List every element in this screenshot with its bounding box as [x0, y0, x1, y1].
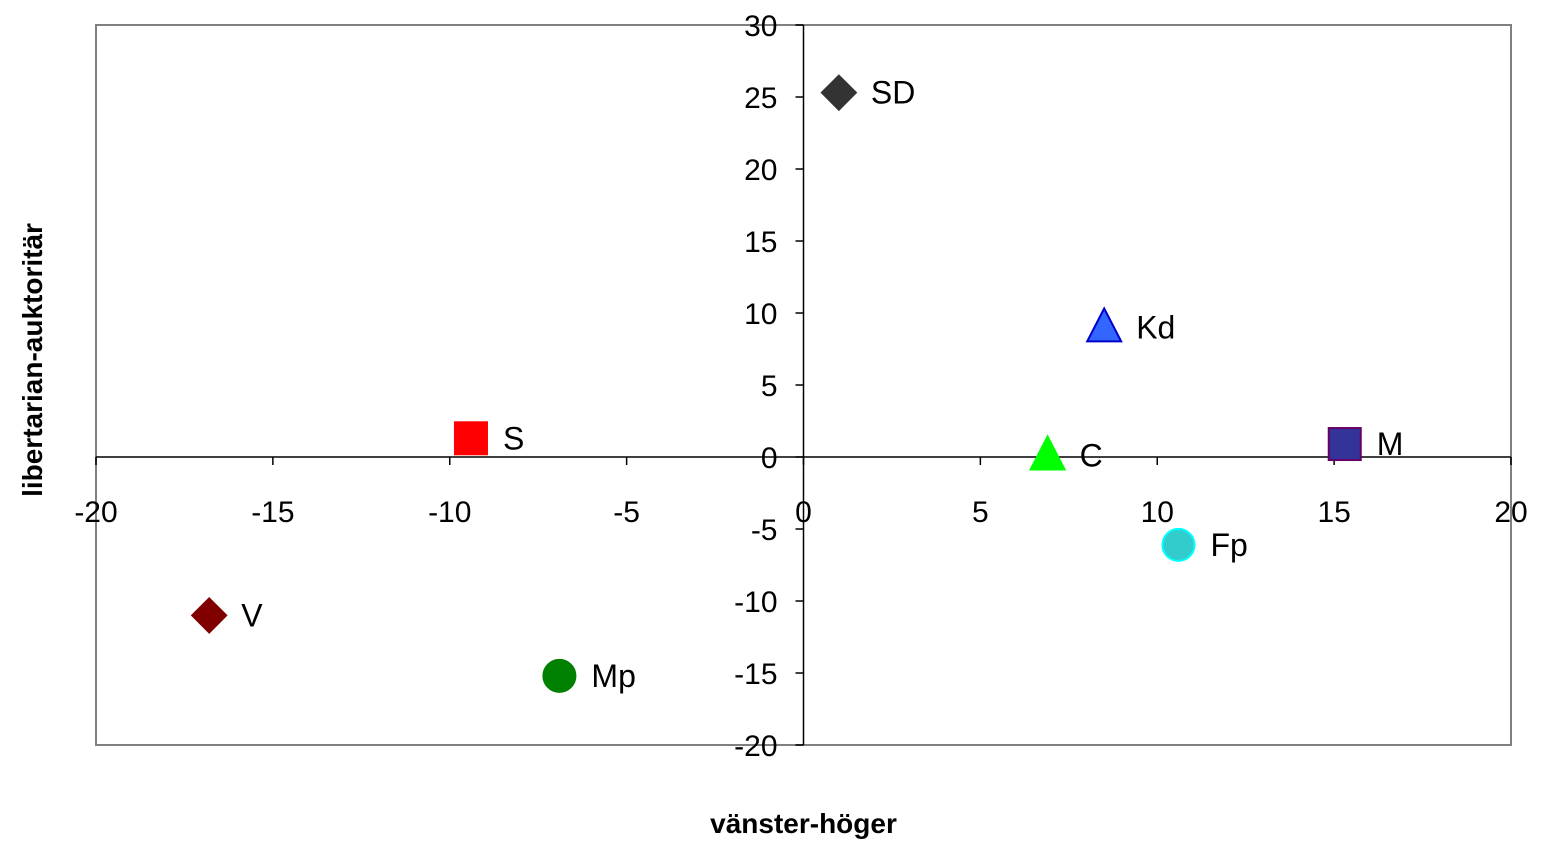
- y-tick-label: 25: [744, 82, 777, 115]
- point-mp-marker: [542, 658, 577, 693]
- x-tick-label: 20: [1494, 496, 1527, 529]
- y-axis-ticks: 30 25 20 15 10 5 0 -5 -10 -15 -20: [734, 10, 804, 763]
- y-tick-label: 15: [744, 226, 777, 259]
- y-tick-label: 10: [744, 298, 777, 331]
- y-axis-title: libertarian-auktoritär: [17, 223, 48, 497]
- point-fp-marker: [1161, 527, 1196, 562]
- y-tick-label: 30: [744, 10, 777, 43]
- x-tick-label: -10: [428, 496, 471, 529]
- point-s-marker: [453, 421, 488, 456]
- point-mp-label: Mp: [591, 658, 635, 694]
- point-v-label: V: [241, 597, 263, 633]
- point-m-label: M: [1377, 426, 1404, 462]
- point-m-marker: [1327, 427, 1362, 462]
- x-tick-label: 0: [795, 496, 812, 529]
- y-tick-label: -20: [734, 730, 777, 763]
- y-tick-label: 20: [744, 154, 777, 187]
- y-tick-label: -5: [751, 514, 778, 547]
- point-kd-marker: [1085, 306, 1123, 343]
- point-c-marker: [1028, 434, 1067, 471]
- point-fp-label: Fp: [1210, 527, 1247, 563]
- point-c-label: C: [1080, 438, 1103, 474]
- y-tick-label: 5: [761, 370, 778, 403]
- y-tick-label: -15: [734, 658, 777, 691]
- x-tick-label: 5: [972, 496, 989, 529]
- x-axis-title: vänster-höger: [710, 808, 897, 839]
- x-tick-label: 10: [1141, 496, 1174, 529]
- y-tick-label: 0: [761, 442, 778, 475]
- x-tick-label: -20: [74, 496, 117, 529]
- point-v-marker: [190, 596, 228, 634]
- x-axis-ticks: -20 -15 -10 -5 0 5 10 15 20: [74, 457, 1528, 529]
- point-sd-marker: [820, 74, 858, 112]
- point-s-label: S: [503, 420, 524, 456]
- data-points: SD Kd S C M Fp V Mp: [190, 74, 1404, 694]
- x-tick-label: -15: [251, 496, 294, 529]
- point-sd-label: SD: [871, 75, 915, 111]
- point-kd-label: Kd: [1136, 309, 1175, 345]
- x-tick-label: 15: [1317, 496, 1350, 529]
- y-tick-label: -10: [734, 586, 777, 619]
- x-tick-label: -5: [613, 496, 640, 529]
